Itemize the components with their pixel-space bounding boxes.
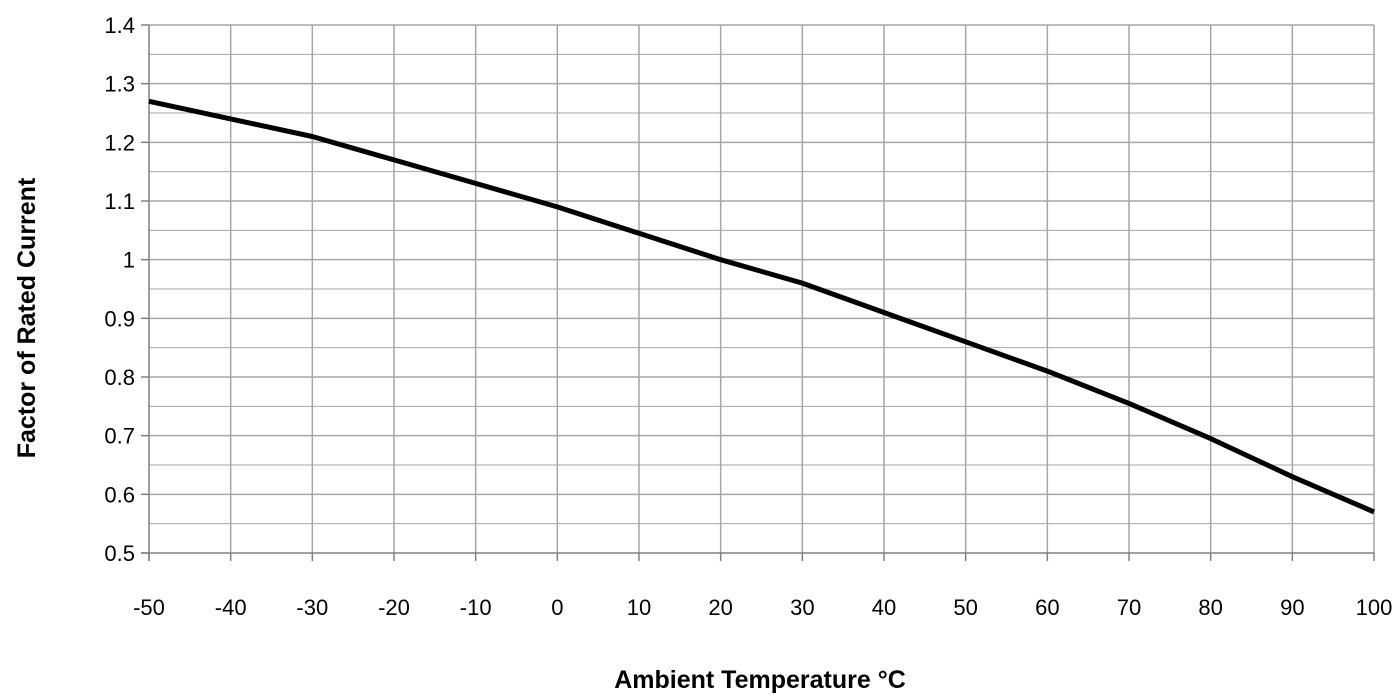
- x-tick-label: 70: [1117, 595, 1141, 620]
- x-tick-label: 80: [1198, 595, 1222, 620]
- series-layer: [148, 98, 1375, 515]
- x-tick-label: 50: [953, 595, 977, 620]
- x-tick-label: -40: [215, 595, 247, 620]
- x-tick-label: -30: [296, 595, 328, 620]
- x-tick-label: -50: [133, 595, 165, 620]
- x-tick-label: 100: [1356, 595, 1393, 620]
- y-tick-label: 0.7: [104, 424, 135, 449]
- x-tick-label: 60: [1035, 595, 1059, 620]
- y-tick-label: 1: [123, 248, 135, 273]
- y-tick-label: 1.4: [104, 13, 135, 38]
- x-tick-label: -10: [460, 595, 492, 620]
- grid: [149, 24, 1375, 553]
- y-tick-label: 0.6: [104, 482, 135, 507]
- axes: [141, 24, 1375, 561]
- y-tick-label: 1.3: [104, 72, 135, 97]
- x-axis-title: Ambient Temperature °C: [614, 666, 906, 694]
- x-tick-label: 40: [872, 595, 896, 620]
- x-tick-label: 20: [708, 595, 732, 620]
- y-tick-label: 0.8: [104, 365, 135, 390]
- tick-labels: 0.5 0.6 0.7 0.8 0.9 1 1.1 1.2 1.3 1.4 -50 -40 -30 -20…: [104, 13, 1392, 620]
- x-tick-label: 90: [1280, 595, 1304, 620]
- y-tick-label: 0.9: [104, 306, 135, 331]
- y-tick-label: 0.5: [104, 541, 135, 566]
- x-tick-label: 10: [627, 595, 651, 620]
- series-line: [148, 98, 1375, 515]
- y-tick-label: 1.1: [104, 189, 135, 214]
- y-tick-label: 1.2: [104, 130, 135, 155]
- x-tick-label: -20: [378, 595, 410, 620]
- y-axis-title: Factor of Rated Current: [13, 177, 41, 458]
- x-tick-label: 30: [790, 595, 814, 620]
- x-tick-label: 0: [551, 595, 563, 620]
